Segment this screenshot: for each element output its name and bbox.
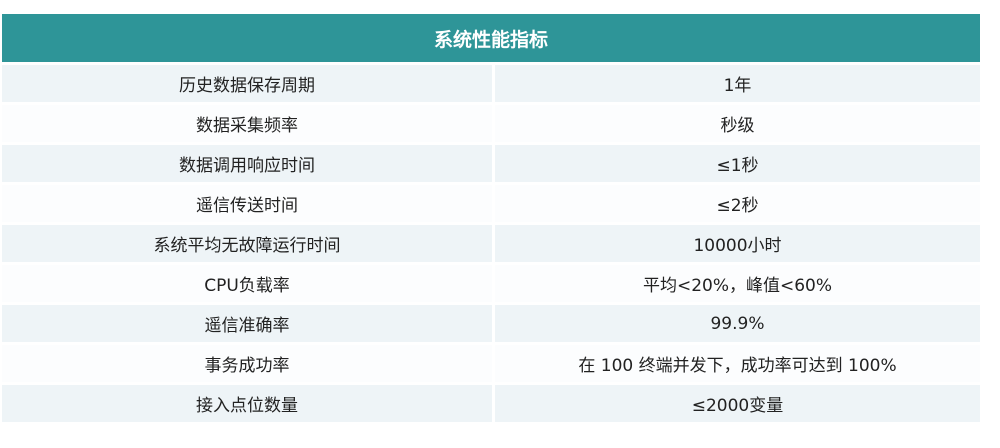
metric-value: ≤2秒 xyxy=(495,185,980,222)
table-row: 数据采集频率 秒级 xyxy=(2,105,980,142)
metric-value: 平均<20%，峰值<60% xyxy=(495,265,980,302)
table-row: 遥信传送时间 ≤2秒 xyxy=(2,185,980,222)
table-row: 遥信准确率 99.9% xyxy=(2,305,980,342)
metric-label: 遥信准确率 xyxy=(2,305,495,342)
table-body: 历史数据保存周期 1年 数据采集频率 秒级 数据调用响应时间 ≤1秒 遥信传送时间 ≤2秒 系统… xyxy=(2,65,980,422)
table-title: 系统性能指标 xyxy=(2,14,980,62)
metric-label: 数据调用响应时间 xyxy=(2,145,495,182)
metric-value: 秒级 xyxy=(495,105,980,142)
metric-label: 遥信传送时间 xyxy=(2,185,495,222)
metric-value: 99.9% xyxy=(495,305,980,342)
metric-value: 在 100 终端并发下，成功率可达到 100% xyxy=(495,345,980,382)
metric-value: 10000小时 xyxy=(495,225,980,262)
metric-value: ≤2000变量 xyxy=(495,385,980,422)
table-row: 事务成功率在 100 终端并发下，成功率可达到 100% xyxy=(2,345,980,382)
metric-value: ≤1秒 xyxy=(495,145,980,182)
table-header-row: 系统性能指标 xyxy=(2,14,980,62)
metric-label: CPU负载率 xyxy=(2,265,495,302)
table-row: 系统平均无故障运行时间 10000小时 xyxy=(2,225,980,262)
metric-label: 数据采集频率 xyxy=(2,105,495,142)
performance-table: 系统性能指标 历史数据保存周期 1年 数据采集频率 秒级 数据调用响应时间 ≤1秒 遥信传送… xyxy=(2,11,980,425)
table-row: CPU负载率 平均<20%，峰值<60% xyxy=(2,265,980,302)
table-row: 历史数据保存周期 1年 xyxy=(2,65,980,102)
metric-label: 系统平均无故障运行时间 xyxy=(2,225,495,262)
metric-value: 1年 xyxy=(495,65,980,102)
metric-label: 历史数据保存周期 xyxy=(2,65,495,102)
table-row: 接入点位数量 ≤2000变量 xyxy=(2,385,980,422)
metric-label: 事务成功率 xyxy=(2,345,495,382)
table-row: 数据调用响应时间 ≤1秒 xyxy=(2,145,980,182)
metric-label: 接入点位数量 xyxy=(2,385,495,422)
